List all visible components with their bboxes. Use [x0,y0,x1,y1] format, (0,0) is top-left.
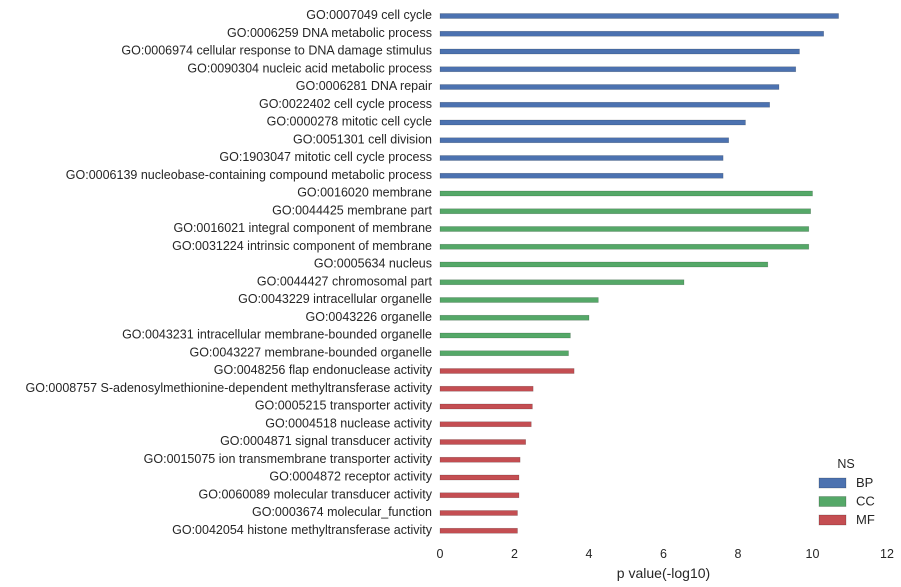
x-tick-label: 0 [437,547,444,561]
bar [439,208,811,215]
category-label: GO:0043231 intracellular membrane-bounde… [122,328,432,342]
x-tick-label: 10 [806,547,820,561]
x-axis-label: p value(-log10) [617,565,710,581]
bar [439,101,770,108]
category-label: GO:0006259 DNA metabolic process [227,26,432,40]
category-label: GO:0044427 chromosomal part [257,274,433,288]
category-label: GO:0031224 intrinsic component of membra… [172,239,432,253]
category-label: GO:0004871 signal transducer activity [220,434,433,448]
category-label: GO:0016020 membrane [297,186,432,200]
legend-label: MF [856,512,875,527]
x-tick-label: 12 [880,547,894,561]
category-label: GO:0043229 intracellular organelle [238,292,432,306]
bar [439,527,518,534]
bar [439,30,824,37]
bar [439,261,769,268]
bar [439,13,839,19]
category-label: GO:0051301 cell division [293,132,432,146]
bar [439,119,746,126]
x-tick-label: 8 [735,547,742,561]
bar [439,456,521,463]
bar [439,243,810,250]
bar [439,492,520,499]
bar [439,385,534,392]
bar [439,172,724,179]
category-label: GO:0044425 membrane part [272,203,432,217]
legend-title: NS [837,457,854,471]
legend-swatch [818,496,847,507]
legend: NS BP CC MF [818,457,875,527]
bar [439,190,813,197]
bar [439,314,590,321]
bar [439,510,518,516]
category-label: GO:0042054 histone methyltransferase act… [172,523,433,537]
category-label: GO:0015075 ion transmembrane transporter… [144,452,433,466]
bar [439,137,729,144]
category-label: GO:0000278 mitotic cell cycle [267,115,432,129]
legend-label: CC [856,494,875,509]
bar [439,332,571,339]
bar [439,421,532,428]
category-label: GO:0004518 nuclease activity [265,416,433,430]
bar [439,350,569,357]
category-labels: GO:0007049 cell cycle GO:0006259 DNA meta… [26,8,433,537]
legend-swatch [818,477,847,489]
bar [439,439,526,445]
category-label: GO:0006974 cellular response to DNA dama… [121,44,432,58]
category-label: GO:0043226 organelle [306,310,433,324]
category-label: GO:0090304 nucleic acid metabolic proces… [187,61,432,75]
category-label: GO:0008757 S-adenosylmethionine-dependen… [26,381,433,395]
x-tick-label: 6 [660,547,667,561]
category-label: GO:0004872 receptor activity [269,470,432,484]
bar [439,279,685,286]
category-label: GO:0060089 molecular transducer activity [199,487,433,501]
category-label: GO:0022402 cell cycle process [259,97,432,111]
category-label: GO:0003674 molecular_function [252,505,432,519]
bar [439,84,780,90]
x-axis-ticks: 0 2 4 6 8 10 12 [437,547,894,561]
category-label: GO:0048256 flap endonuclease activity [214,363,433,377]
category-label: GO:0006139 nucleobase-containing compoun… [66,168,432,182]
bar [439,66,797,73]
bar [439,403,533,410]
category-label: GO:0007049 cell cycle [306,8,432,22]
bar [439,48,800,55]
bar [439,155,724,161]
category-label: GO:1903047 mitotic cell cycle process [219,150,432,164]
category-label: GO:0006281 DNA repair [296,79,432,93]
legend-swatch [818,514,847,526]
x-tick-label: 4 [586,547,593,561]
category-label: GO:0016021 integral component of membran… [174,221,433,235]
category-label: GO:0005215 transporter activity [255,399,433,413]
bar [439,474,520,481]
category-label: GO:0043227 membrane-bounded organelle [189,345,432,359]
bar [439,297,599,303]
bar [439,368,575,374]
bar [439,226,810,232]
category-label: GO:0005634 nucleus [314,257,432,271]
bars-group [439,13,839,534]
legend-label: BP [856,475,873,490]
x-tick-label: 2 [511,547,518,561]
